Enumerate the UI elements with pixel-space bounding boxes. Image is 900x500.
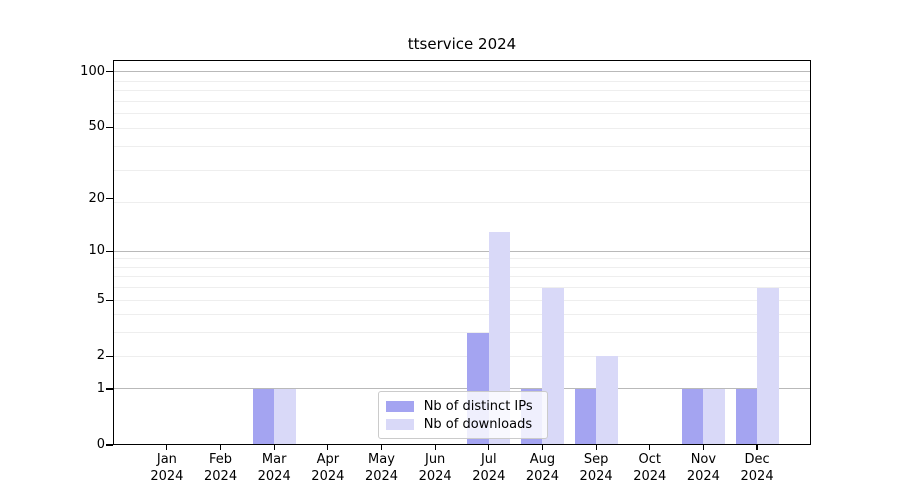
gridline-minor — [113, 266, 811, 268]
legend-label-distinct-ips: Nb of distinct IPs — [423, 399, 533, 415]
x-tick-year: 2024 — [150, 468, 184, 484]
x-tick-label: Feb 2024 — [181, 452, 261, 485]
bar-downloads-aug — [542, 287, 564, 445]
x-tick-year: 2024 — [472, 468, 506, 484]
gridline-major — [113, 250, 811, 252]
x-tick-year: 2024 — [740, 468, 774, 484]
x-tick — [273, 445, 275, 450]
legend: Nb of distinct IPs Nb of downloads — [377, 391, 548, 440]
bar-downloads-mar — [274, 388, 296, 445]
gridline-major — [113, 388, 811, 390]
bar-distinct-ips-mar — [252, 388, 275, 445]
legend-item-distinct-ips: Nb of distinct IPs — [385, 398, 547, 416]
x-tick — [541, 445, 544, 450]
x-tick-label: Sep 2024 — [556, 452, 636, 485]
gridline-minor — [113, 202, 811, 204]
gridline-minor — [113, 169, 811, 171]
gridline-minor — [113, 113, 811, 115]
gridline-minor — [113, 146, 811, 148]
x-tick — [595, 445, 597, 450]
y-tick-label: 1 — [96, 380, 105, 396]
bar-distinct-ips-sep — [574, 388, 597, 445]
legend-swatch-distinct-ips — [385, 401, 414, 413]
x-tick-year: 2024 — [311, 468, 345, 484]
y-tick-label: 100 — [80, 63, 105, 79]
x-tick-label: May 2024 — [342, 452, 422, 485]
x-tick — [702, 445, 704, 450]
gridline-minor — [113, 299, 811, 301]
x-tick-label: Dec 2024 — [717, 452, 797, 485]
y-tick-label: 20 — [88, 190, 105, 206]
bar-downloads-nov — [703, 388, 725, 445]
x-tick-label: Apr 2024 — [288, 452, 368, 485]
gridline-minor — [113, 276, 811, 278]
x-tick — [649, 445, 651, 450]
legend-label-downloads: Nb of downloads — [423, 417, 533, 433]
gridline-minor — [113, 128, 811, 130]
legend-swatch-downloads — [385, 419, 414, 431]
x-tick-year: 2024 — [686, 468, 720, 484]
x-tick — [166, 445, 168, 450]
y-tick-label: 2 — [96, 348, 105, 364]
gridline-minor — [113, 314, 811, 316]
y-tick — [106, 388, 113, 390]
y-tick — [106, 299, 113, 301]
x-tick-label: Mar 2024 — [234, 452, 314, 485]
gridline-minor — [113, 90, 811, 92]
y-tick — [106, 444, 113, 446]
plot-frame — [113, 60, 811, 445]
gridline-minor — [113, 101, 811, 103]
y-tick-label: 10 — [88, 243, 105, 259]
y-tick-label: 5 — [96, 292, 105, 308]
y-tick — [106, 126, 113, 128]
x-tick — [434, 445, 436, 450]
x-tick-label: Jul 2024 — [449, 452, 529, 485]
y-tick — [106, 198, 113, 200]
bar-downloads-sep — [596, 356, 618, 445]
x-tick-label: Jun 2024 — [395, 452, 475, 485]
y-tick-label: 50 — [88, 119, 105, 135]
bar-distinct-ips-dec — [735, 388, 758, 445]
bar-distinct-ips-nov — [681, 388, 704, 445]
gridline-minor — [113, 332, 811, 334]
x-tick-year: 2024 — [525, 468, 559, 484]
x-tick-label: Jan 2024 — [127, 452, 207, 485]
gridline-minor — [113, 287, 811, 289]
y-tick — [106, 71, 113, 73]
x-tick — [327, 445, 329, 450]
x-tick-year: 2024 — [418, 468, 452, 484]
plot-area: Nb of distinct IPs Nb of downloads — [113, 60, 811, 445]
x-tick-year: 2024 — [579, 468, 613, 484]
x-tick-year: 2024 — [204, 468, 238, 484]
gridline-minor — [113, 258, 811, 260]
y-tick — [106, 355, 113, 357]
y-tick-label: 0 — [96, 437, 105, 452]
gridline-major — [113, 71, 811, 73]
x-tick-label: Nov 2024 — [663, 452, 743, 485]
legend-item-downloads: Nb of downloads — [385, 416, 547, 434]
gridline-minor — [113, 80, 811, 82]
x-tick-year: 2024 — [364, 468, 399, 484]
y-tick — [106, 250, 113, 252]
gridline-minor — [113, 355, 811, 357]
x-tick — [488, 445, 490, 450]
x-tick-year: 2024 — [257, 468, 291, 484]
x-tick — [380, 445, 383, 450]
x-tick-year: 2024 — [633, 468, 667, 484]
x-tick — [219, 445, 222, 450]
x-tick-label: Aug 2024 — [502, 452, 582, 485]
x-tick-label: Oct 2024 — [610, 452, 690, 485]
x-tick — [756, 445, 758, 450]
bar-downloads-dec — [757, 287, 779, 445]
chart-title: ttservice 2024 — [407, 35, 517, 53]
